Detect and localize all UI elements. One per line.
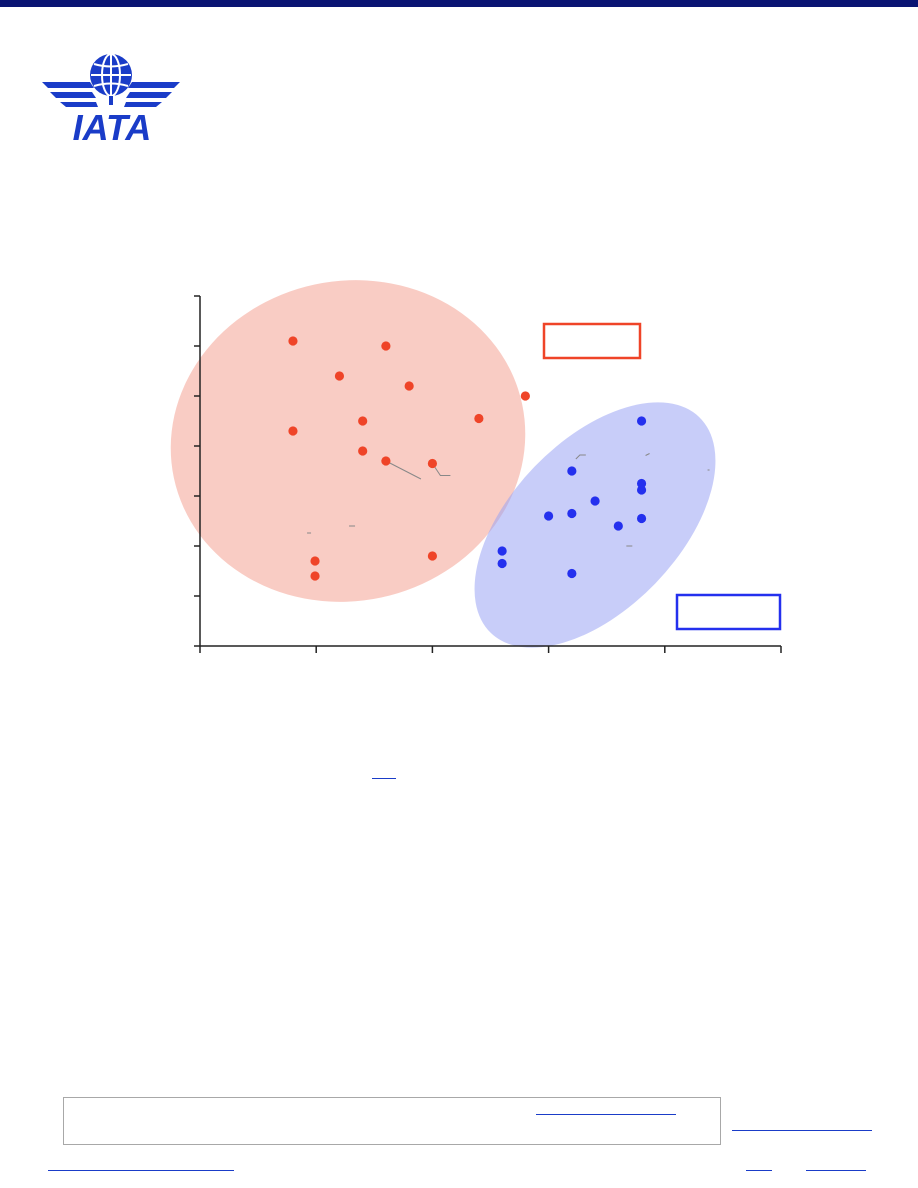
footer-link-page[interactable]	[746, 1160, 772, 1171]
callout-leader-line	[431, 463, 451, 476]
blue-group-point	[497, 558, 507, 569]
blue-group-point	[613, 521, 623, 531]
blue-group-label-box	[675, 593, 782, 631]
logo-wordmark: IATA	[73, 107, 152, 142]
blue-group-point	[567, 568, 577, 579]
footnote-link[interactable]	[372, 764, 396, 779]
blue-group-point	[590, 496, 600, 506]
red-group-point	[381, 456, 391, 466]
globe-wings-icon: IATA	[42, 53, 180, 148]
iata-logo: IATA	[42, 50, 182, 148]
callout-leader-line	[385, 460, 422, 480]
callout-leader-line	[575, 454, 586, 460]
blue-group-point	[636, 478, 647, 489]
red-group-point	[358, 416, 368, 426]
red-group-point	[427, 458, 437, 469]
red-group-point	[381, 341, 391, 351]
blue-group-region	[474, 402, 716, 648]
footer-link-left[interactable]	[48, 1160, 234, 1171]
red-group-point	[358, 446, 368, 456]
red-group-region	[170, 280, 526, 602]
red-group-label-box	[542, 322, 642, 360]
red-group-point	[520, 391, 530, 401]
contact-link[interactable]	[732, 1120, 872, 1131]
blue-group-point	[567, 508, 577, 519]
red-group-point	[288, 426, 298, 436]
blue-group-point	[636, 485, 647, 495]
blue-group-point	[567, 466, 577, 476]
footer-link-right[interactable]	[806, 1160, 866, 1171]
blue-group-point	[544, 511, 554, 521]
red-group-point	[474, 413, 484, 424]
red-group-point	[427, 551, 437, 561]
red-group-point	[404, 381, 414, 391]
red-group-point	[310, 571, 320, 581]
top-bar	[0, 0, 918, 7]
red-group-point	[310, 556, 320, 566]
scatter-chart	[170, 280, 782, 653]
blue-group-point	[636, 416, 647, 426]
disclaimer-box	[63, 1097, 721, 1145]
disclaimer-link[interactable]	[536, 1098, 676, 1115]
red-group-point	[288, 336, 298, 346]
blue-group-point	[636, 513, 647, 524]
red-group-point	[334, 371, 345, 381]
callout-leader-line	[645, 453, 650, 456]
blue-group-point	[497, 546, 507, 556]
